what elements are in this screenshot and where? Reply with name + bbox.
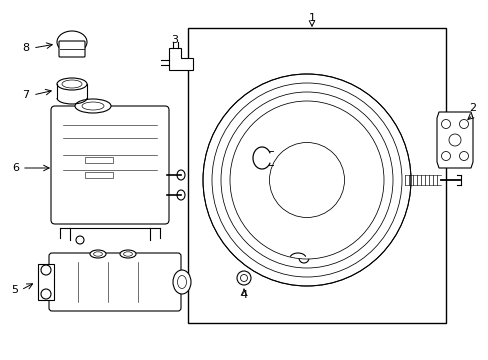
Polygon shape — [38, 264, 54, 300]
Ellipse shape — [57, 31, 87, 53]
Ellipse shape — [75, 99, 111, 113]
FancyBboxPatch shape — [51, 106, 169, 224]
Bar — [85, 172, 113, 178]
Text: 2: 2 — [468, 103, 476, 113]
Ellipse shape — [173, 270, 191, 294]
Ellipse shape — [177, 170, 184, 180]
Ellipse shape — [177, 190, 184, 200]
Ellipse shape — [57, 78, 87, 90]
Bar — [187, 28, 445, 323]
Ellipse shape — [90, 250, 106, 258]
Polygon shape — [169, 48, 193, 70]
Text: 7: 7 — [22, 90, 29, 100]
Text: 4: 4 — [240, 290, 247, 300]
FancyBboxPatch shape — [49, 253, 181, 311]
Text: 1: 1 — [308, 13, 315, 23]
Text: 8: 8 — [22, 43, 29, 53]
Ellipse shape — [120, 250, 136, 258]
Bar — [85, 157, 113, 163]
Polygon shape — [436, 112, 472, 168]
Text: 5: 5 — [12, 285, 19, 295]
Ellipse shape — [203, 74, 410, 286]
Text: 3: 3 — [171, 35, 178, 45]
FancyBboxPatch shape — [59, 41, 85, 57]
Circle shape — [237, 271, 250, 285]
Text: 6: 6 — [13, 163, 20, 173]
